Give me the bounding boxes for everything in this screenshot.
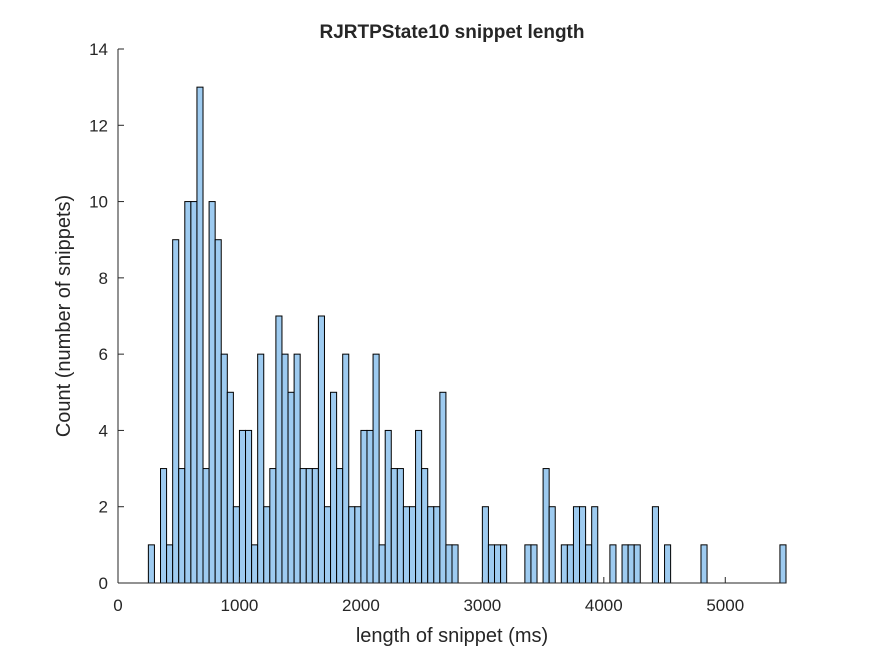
bar — [572, 506, 581, 584]
x-tick-label: 1000 — [221, 596, 259, 615]
y-tick-label: 4 — [99, 421, 108, 440]
bar — [330, 391, 338, 584]
x-tick-label: 2000 — [342, 596, 380, 615]
chart-title: RJRTPState10 snippet length — [320, 22, 585, 43]
bar — [281, 353, 289, 584]
bar — [402, 506, 410, 584]
x-axis-label: length of snippet (ms) — [356, 625, 548, 647]
bar — [633, 544, 641, 584]
bar — [293, 353, 301, 584]
bar — [238, 429, 247, 584]
bar — [390, 468, 398, 584]
bar — [566, 544, 574, 584]
bar — [427, 506, 435, 584]
bar — [299, 468, 307, 584]
bar — [372, 353, 380, 584]
bar — [263, 506, 271, 584]
x-tick-label: 0 — [113, 596, 122, 615]
bar — [287, 391, 295, 584]
bar — [542, 468, 550, 584]
bar — [664, 544, 672, 584]
bar — [651, 506, 659, 584]
bar — [415, 429, 423, 584]
x-tick-label: 3000 — [463, 596, 501, 615]
bar — [487, 544, 496, 584]
y-tick-label: 8 — [99, 269, 108, 288]
bar — [433, 506, 441, 584]
x-tick-label: 4000 — [585, 596, 623, 615]
bar — [172, 239, 180, 584]
bar — [147, 544, 155, 584]
bar — [269, 468, 277, 584]
bar — [621, 544, 629, 584]
bar — [214, 239, 222, 584]
bar — [700, 544, 708, 584]
bar — [360, 429, 368, 584]
y-axis-label: Count (number of snippets) — [53, 195, 75, 437]
bar — [627, 544, 635, 584]
bar — [591, 506, 599, 584]
bar — [779, 544, 787, 584]
y-tick-label: 10 — [89, 193, 108, 212]
bar — [500, 544, 508, 584]
y-tick-label: 2 — [99, 498, 108, 517]
bar — [251, 544, 259, 584]
bar — [408, 506, 417, 584]
x-tick-label: 5000 — [706, 596, 744, 615]
y-tick-label: 14 — [89, 40, 108, 59]
bar — [323, 506, 332, 584]
bar — [548, 506, 556, 584]
bar — [342, 353, 350, 584]
bar — [585, 544, 593, 584]
bar — [396, 468, 404, 584]
bar — [336, 468, 344, 584]
bar — [524, 544, 532, 584]
y-tick-label: 6 — [99, 345, 108, 364]
bar — [190, 201, 198, 584]
bar — [160, 468, 168, 584]
bar — [166, 544, 174, 584]
y-tick-label: 12 — [89, 116, 108, 135]
bar — [178, 468, 186, 584]
bar — [451, 544, 459, 584]
bar — [445, 544, 453, 584]
bar — [384, 429, 392, 584]
bar — [378, 544, 386, 584]
bar — [196, 86, 204, 584]
bar — [184, 201, 192, 584]
bar — [311, 468, 319, 584]
bar — [220, 353, 228, 584]
bar — [317, 315, 325, 584]
bar — [494, 544, 502, 584]
bar — [208, 201, 216, 584]
y-tick-label: 0 — [99, 574, 108, 593]
bar — [202, 468, 210, 584]
bar — [354, 506, 362, 584]
bar — [348, 506, 356, 584]
bar — [305, 468, 313, 584]
bar — [226, 391, 234, 584]
bar — [257, 353, 265, 584]
bar — [366, 429, 374, 584]
bar — [245, 429, 253, 584]
bar — [275, 315, 283, 584]
bar — [560, 544, 568, 584]
bar — [609, 544, 617, 584]
bar — [421, 468, 429, 584]
bar — [439, 391, 447, 584]
bar — [232, 506, 240, 584]
bar — [481, 506, 489, 584]
bar — [579, 506, 587, 584]
bar — [530, 544, 538, 584]
